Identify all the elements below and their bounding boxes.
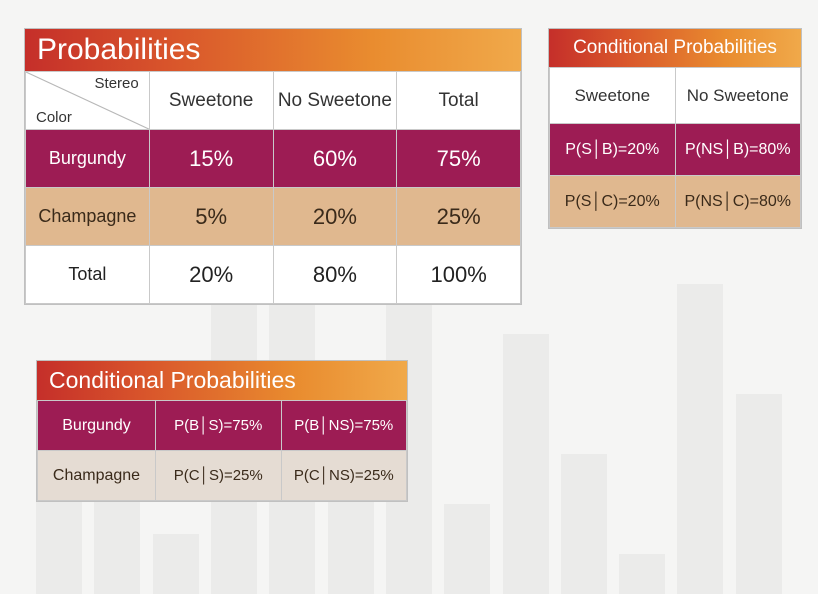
corner-top-label: Stereo (95, 75, 139, 92)
bg-bar (503, 334, 549, 594)
probabilities-panel: Probabilities Stereo Color Sweetone No S… (24, 28, 522, 305)
cell: 60% (273, 130, 397, 188)
cell: 100% (397, 246, 521, 304)
corner-cell: Stereo Color (26, 72, 150, 130)
cell: 25% (397, 188, 521, 246)
conditional-right-panel: Conditional Probabilities Sweetone No Sw… (548, 28, 802, 229)
cell: 75% (397, 130, 521, 188)
cell: 15% (149, 130, 273, 188)
row-label: Champagne (38, 451, 156, 501)
conditional-bottom-title: Conditional Probabilities (37, 361, 407, 400)
corner-bottom-label: Color (36, 109, 72, 126)
row-label: Burgundy (38, 401, 156, 451)
conditional-right-table: Sweetone No Sweetone P(S│B)=20% P(NS│B)=… (549, 67, 801, 228)
cell: 20% (273, 188, 397, 246)
cell: P(B│S)=75% (156, 401, 282, 451)
bg-bar (619, 554, 665, 594)
col-header: No Sweetone (675, 68, 801, 124)
probabilities-title: Probabilities (25, 29, 521, 71)
cell: P(C│NS)=25% (281, 451, 407, 501)
conditional-bottom-table: Burgundy P(B│S)=75% P(B│NS)=75% Champagn… (37, 400, 407, 501)
row-label: Burgundy (26, 130, 150, 188)
cell: P(NS│C)=80% (675, 176, 801, 228)
cell: P(S│B)=20% (550, 124, 676, 176)
col-header: Sweetone (149, 72, 273, 130)
row-label: Total (26, 246, 150, 304)
bg-bar (561, 454, 607, 594)
bg-bar (677, 284, 723, 594)
probabilities-table: Stereo Color Sweetone No Sweetone Total … (25, 71, 521, 304)
row-label: Champagne (26, 188, 150, 246)
cell: 5% (149, 188, 273, 246)
bg-bar (444, 504, 490, 594)
cell: P(S│C)=20% (550, 176, 676, 228)
bg-bar (153, 534, 199, 594)
bg-bar (736, 394, 782, 594)
conditional-right-title: Conditional Probabilities (549, 29, 801, 67)
cell: P(NS│B)=80% (675, 124, 801, 176)
col-header: Sweetone (550, 68, 676, 124)
col-header: No Sweetone (273, 72, 397, 130)
cell: 80% (273, 246, 397, 304)
cell: P(C│S)=25% (156, 451, 282, 501)
conditional-bottom-panel: Conditional Probabilities Burgundy P(B│S… (36, 360, 408, 502)
col-header: Total (397, 72, 521, 130)
cell: P(B│NS)=75% (281, 401, 407, 451)
cell: 20% (149, 246, 273, 304)
